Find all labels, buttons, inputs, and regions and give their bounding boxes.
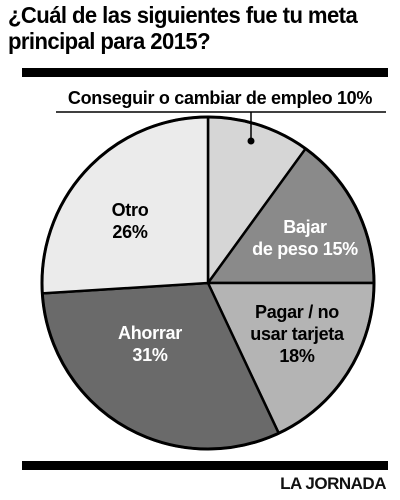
pie-label-line: Ahorrar [118,323,182,343]
chart-title-line-2: principal para 2015? [8,28,211,54]
pie-label-line: 26% [112,222,147,242]
pie-outline [40,115,376,451]
pie-label-pagar-no-usar-tarjeta: Pagar / no usar tarjeta 18% [250,302,345,366]
source-credit: LA JORNADA [280,474,386,493]
pie-label-line: Otro [112,200,149,220]
bottom-divider [22,461,388,470]
chart-title: ¿Cuál de las siguientes fue tu meta prin… [8,2,377,54]
pie-label-line: 31% [132,345,167,365]
pie-label-conseguir-o-cambiar-de-empleo: Conseguir o cambiar de empleo 10% [68,88,372,108]
top-divider [22,68,388,77]
pie-label-line: 18% [279,346,314,366]
pie-label-otro: Otro 26% [112,200,149,242]
pie-label-line: usar tarjeta [250,324,345,344]
pie-label-bajar-de-peso: Bajar de peso 15% [252,217,358,259]
pie-label-line: Pagar / no [255,302,339,322]
pie-label-line: de peso 15% [252,239,358,259]
callout-dot [247,137,255,145]
chart-title-line-1: ¿Cuál de las siguientes fue tu meta [8,2,358,28]
pie-label-line: Bajar [283,217,327,237]
pie-label-ahorrar: Ahorrar 31% [118,323,182,365]
